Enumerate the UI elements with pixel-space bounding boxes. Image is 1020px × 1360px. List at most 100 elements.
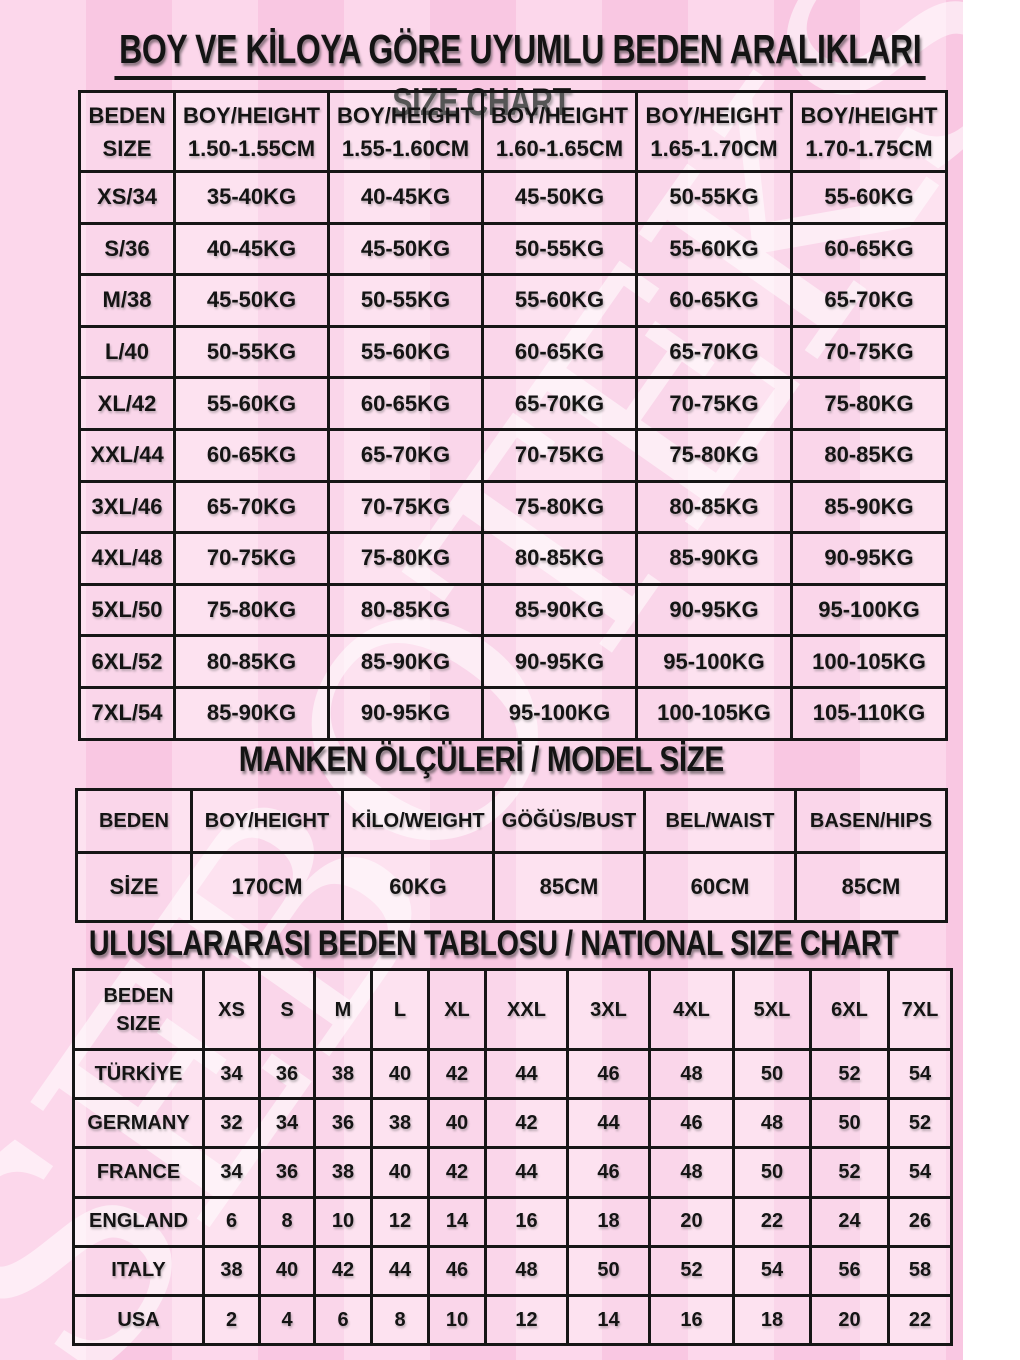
table-row: GERMANY 32 34 36 38 40 42 44 46 48 50 52 [72, 1097, 953, 1150]
table-header-row: BEDEN BOY/HEIGHT KİLO/WEIGHT GÖĞÜS/BUST … [75, 788, 948, 854]
country-cell: ITALY [72, 1244, 205, 1297]
header-cell: BEDEN [75, 788, 193, 854]
international-size-table: BEDEN SIZE XS S M L XL XXL 3XL 4XL 5XL 6… [72, 968, 953, 1347]
size-value-cell: 58 [887, 1244, 953, 1297]
size-value-cell: 42 [427, 1146, 487, 1199]
weight-cell: 35-40KG [173, 170, 330, 225]
weight-cell: 60-65KG [327, 376, 484, 431]
size-value-cell: 42 [427, 1047, 487, 1101]
height-header-cell: BOY/HEIGHT 1.65-1.70CM [635, 90, 793, 173]
weight-cell: 85-90KG [790, 479, 948, 535]
size-header-cell: 7XL [887, 968, 953, 1051]
header-line: SIZE [116, 1012, 161, 1035]
size-value-cell: 38 [313, 1146, 373, 1199]
table-row: 5XL/50 75-80KG 80-85KG 85-90KG 90-95KG 9… [78, 582, 948, 638]
table-row: SİZE 170CM 60KG 85CM 60CM 85CM [75, 851, 948, 923]
size-label-cell: 3XL/46 [78, 479, 176, 535]
size-value-cell: 52 [648, 1244, 735, 1297]
weight-cell: 70-75KG [790, 324, 948, 380]
size-label-cell: XXL/44 [78, 427, 176, 483]
table-row: 7XL/54 85-90KG 90-95KG 95-100KG 100-105K… [78, 685, 948, 741]
size-header-cell: 6XL [809, 968, 890, 1051]
country-cell: TÜRKİYE [72, 1047, 205, 1101]
size-header-cell: XS [202, 968, 261, 1051]
weight-cell: 95-100KG [635, 634, 793, 689]
size-value-cell: 10 [313, 1195, 373, 1248]
size-value-cell: 34 [258, 1097, 316, 1150]
size-label-cell: XS/34 [78, 170, 176, 225]
weight-cell: 75-80KG [635, 427, 793, 483]
header-line: 1.70-1.75CM [805, 135, 933, 161]
country-cell: USA [72, 1293, 205, 1347]
weight-cell: 80-85KG [790, 427, 948, 483]
weight-cell: 50-55KG [173, 324, 330, 380]
size-value-cell: 14 [566, 1293, 651, 1347]
header-line: BOY/HEIGHT [337, 102, 474, 128]
weight-cell: 50-55KG [635, 170, 793, 225]
weight-cell: 95-100KG [790, 582, 948, 638]
size-value-cell: 36 [258, 1047, 316, 1101]
size-label-cell: XL/42 [78, 376, 176, 431]
size-label-cell: 4XL/48 [78, 531, 176, 586]
weight-cell: 45-50KG [481, 170, 638, 225]
size-value-cell: 36 [258, 1146, 316, 1199]
weight-cell: 45-50KG [173, 273, 330, 328]
weight-cell: 55-60KG [790, 170, 948, 225]
weight-cell: 65-70KG [790, 273, 948, 328]
weight-cell: 85-90KG [481, 582, 638, 638]
header-line: BEDEN [103, 984, 174, 1007]
header-cell: BOY/HEIGHT [190, 788, 344, 854]
size-value-cell: 12 [484, 1293, 569, 1347]
size-header-cell: 5XL [732, 968, 812, 1051]
size-value-cell: 50 [732, 1047, 812, 1101]
table-row: 4XL/48 70-75KG 75-80KG 80-85KG 85-90KG 9… [78, 531, 948, 586]
model-value-cell: SİZE [75, 851, 193, 923]
size-value-cell: 16 [484, 1195, 569, 1248]
header-line: BOY/HEIGHT [183, 102, 320, 128]
size-value-cell: 18 [566, 1195, 651, 1248]
size-value-cell: 14 [427, 1195, 487, 1248]
size-value-cell: 44 [566, 1097, 651, 1150]
header-line: BEDEN [88, 102, 166, 128]
model-value-cell: 60KG [341, 851, 495, 923]
size-value-cell: 50 [566, 1244, 651, 1297]
size-value-cell: 36 [313, 1097, 373, 1150]
size-value-cell: 10 [427, 1293, 487, 1347]
header-line: BOY/HEIGHT [800, 102, 938, 128]
size-value-cell: 48 [732, 1097, 812, 1150]
weight-cell: 75-80KG [173, 582, 330, 638]
size-value-cell: 54 [732, 1244, 812, 1297]
weight-cell: 105-110KG [790, 685, 948, 741]
header-line: BOY/HEIGHT [491, 102, 628, 128]
table-row: XXL/44 60-65KG 65-70KG 70-75KG 75-80KG 8… [78, 427, 948, 483]
weight-cell: 55-60KG [327, 324, 484, 380]
header-cell: GÖĞÜS/BUST [492, 788, 646, 854]
size-value-cell: 38 [313, 1047, 373, 1101]
size-value-cell: 46 [566, 1146, 651, 1199]
size-value-cell: 52 [809, 1047, 890, 1101]
size-value-cell: 44 [484, 1047, 569, 1101]
weight-cell: 90-95KG [635, 582, 793, 638]
size-value-cell: 32 [202, 1097, 261, 1150]
size-value-cell: 34 [202, 1047, 261, 1101]
weight-cell: 95-100KG [481, 685, 638, 741]
weight-cell: 70-75KG [173, 531, 330, 586]
weight-cell: 90-95KG [790, 531, 948, 586]
weight-cell: 90-95KG [481, 634, 638, 689]
weight-cell: 70-75KG [327, 479, 484, 535]
international-size-title: ULUSLARARASI BEDEN TABLOSU / NATIONAL SI… [88, 924, 899, 963]
header-line: SIZE [102, 135, 152, 161]
size-value-cell: 22 [887, 1293, 953, 1347]
weight-cell: 55-60KG [635, 221, 793, 277]
weight-cell: 80-85KG [327, 582, 484, 638]
height-header-cell: BOY/HEIGHT 1.55-1.60CM [327, 90, 484, 173]
weight-cell: 40-45KG [327, 170, 484, 225]
size-value-cell: 22 [732, 1195, 812, 1248]
country-cell: FRANCE [72, 1146, 205, 1199]
size-value-cell: 24 [809, 1195, 890, 1248]
weight-cell: 40-45KG [173, 221, 330, 277]
header-cell: KİLO/WEIGHT [341, 788, 495, 854]
size-label-cell: 6XL/52 [78, 634, 176, 689]
model-value-cell: 85CM [492, 851, 646, 923]
header-cell: BASEN/HIPS [794, 788, 948, 854]
